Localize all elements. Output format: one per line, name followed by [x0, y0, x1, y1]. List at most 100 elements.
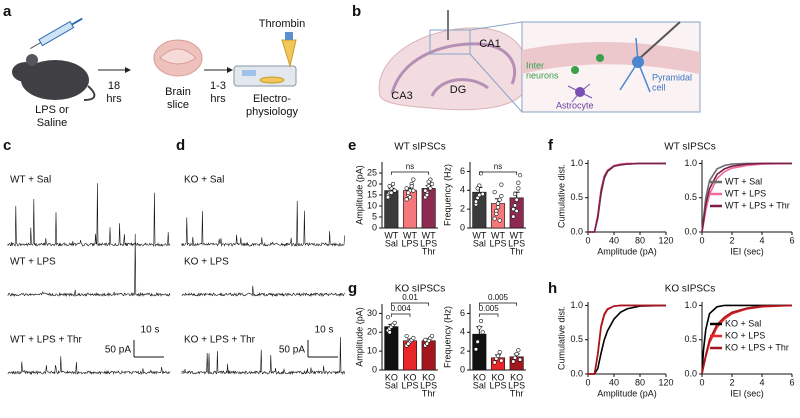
data-point: [512, 203, 518, 208]
data-point: [392, 188, 397, 193]
data-point: [514, 197, 519, 202]
significance-label: 0.005: [479, 304, 500, 313]
interneuron: [571, 66, 579, 74]
data-point: [516, 186, 521, 191]
syringe: [30, 17, 83, 49]
trace: [7, 356, 171, 376]
x-tick-label: LPS: [508, 380, 525, 390]
mouse-head: [12, 62, 40, 82]
data-point: [517, 357, 523, 362]
schematic-text: physiology: [246, 106, 298, 118]
y-tick-label: 0: [460, 364, 465, 374]
trace-label: KO + LPS: [184, 257, 229, 268]
panel-label: c: [3, 137, 11, 154]
schematic-text: hrs: [106, 93, 122, 105]
schematic-text: Saline: [37, 117, 68, 129]
x-axis-label: IEI (sec): [730, 388, 764, 398]
x-tick-label: WT: [510, 230, 524, 240]
y-tick-label: 5: [372, 211, 377, 221]
data-point: [495, 205, 501, 210]
panel-title: KO sIPSCs: [395, 284, 446, 295]
zoom-box: [429, 29, 471, 55]
x-tick-label: 80: [635, 235, 645, 245]
x-tick-label: LPS: [489, 380, 506, 390]
data-point: [411, 188, 416, 193]
region-label: CA1: [479, 38, 500, 50]
y-tick-label: 6: [460, 166, 465, 176]
data-point: [492, 216, 497, 221]
y-axis-label: Amplitude (pA): [354, 165, 364, 225]
data-point: [390, 181, 396, 187]
cdf-line: [588, 162, 666, 233]
x-tick-label: 40: [609, 235, 619, 245]
significance-bracket: [390, 302, 430, 306]
significance-label: ns: [406, 162, 414, 171]
panel-title: WT sIPSCs: [664, 142, 715, 153]
data-point: [492, 190, 497, 195]
x-tick-label: LPS: [420, 238, 437, 248]
zoom-line: [469, 21, 523, 31]
astrocyte-processes: [567, 83, 593, 103]
y-tick-label: 4: [460, 327, 465, 337]
rig-panel: [242, 70, 256, 76]
panel-label: e: [348, 137, 356, 154]
panel-label: h: [548, 280, 557, 297]
trace-label: WT + LPS: [10, 257, 56, 268]
data-point: [387, 184, 392, 189]
trace: [181, 285, 345, 297]
trace-label: WT + Sal: [10, 175, 51, 186]
schematic-text: LPS or: [35, 104, 69, 116]
schematic-text: Brain: [165, 86, 191, 98]
traces: WT + Sal WT + LPS WT + LPS + Thr KO + Sa…: [10, 175, 338, 358]
x-tick-label: 6: [789, 235, 794, 245]
y-tick-label: 0: [372, 364, 377, 374]
x-axis-label: IEI (sec): [730, 246, 764, 256]
legend-label: KO + Sal: [725, 318, 761, 328]
interneuron: [596, 54, 604, 62]
x-tick-label: 4: [759, 377, 764, 387]
x-tick-label: LPS: [508, 238, 525, 248]
cdf-line: [588, 304, 667, 375]
data-point: [477, 192, 482, 198]
legend-label: WT + LPS + Thr: [725, 200, 790, 210]
panel-label: a: [3, 3, 12, 20]
data-point: [404, 186, 409, 191]
x-tick-label: Thr: [422, 246, 436, 256]
y-axis-label: Frequency (Hz): [442, 306, 452, 368]
tube-cap: [285, 32, 293, 40]
y-tick-label: 25: [367, 167, 377, 177]
data-point: [494, 211, 499, 216]
data-point: [423, 188, 428, 193]
data-point: [392, 320, 397, 325]
data-point: [499, 358, 504, 363]
cell-label: Inter: [526, 60, 544, 70]
data-point: [475, 339, 480, 344]
y-tick-label: 10: [367, 346, 377, 356]
data-point: [428, 186, 433, 191]
data-point: [497, 218, 502, 223]
data-point: [423, 337, 428, 342]
x-tick-label: LPS: [401, 380, 418, 390]
pyramidal-layer: [522, 41, 700, 74]
brain-slice-detail: [159, 48, 197, 65]
trace: [181, 336, 345, 376]
data-point: [387, 330, 392, 335]
x-tick-label: 4: [759, 235, 764, 245]
region-label: CA3: [391, 90, 412, 102]
y-tick-label: 0.5: [684, 334, 697, 344]
data-point: [477, 325, 482, 330]
data-point: [480, 191, 485, 197]
y-tick-label: 1.0: [570, 158, 583, 168]
y-axis-label: Frequency (Hz): [442, 164, 452, 226]
x-tick-label: 2: [729, 235, 734, 245]
cell-label: cell: [652, 82, 666, 92]
x-tick-label: LPS: [489, 238, 506, 248]
x-tick-label: 0: [699, 377, 704, 387]
data-point: [499, 193, 504, 199]
y-tick-label: 1.0: [684, 300, 697, 310]
y-tick-label: 0.0: [570, 226, 583, 236]
data-point: [473, 199, 479, 204]
y-tick-label: 10: [367, 200, 377, 210]
x-axis-label: Amplitude (pA): [597, 388, 657, 398]
y-axis-label: Cumulative dist.: [556, 164, 566, 228]
